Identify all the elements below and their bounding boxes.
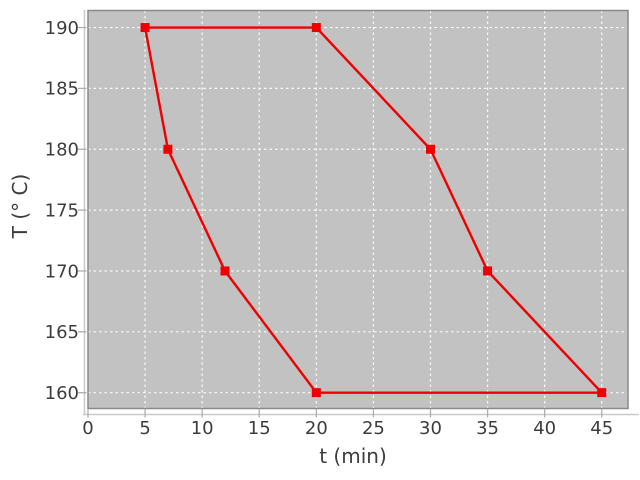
x-tick-label: 25 [362, 418, 385, 439]
data-point-marker [425, 144, 435, 154]
x-tick-label: 30 [419, 418, 442, 439]
x-axis-title: t (min) [319, 444, 387, 468]
y-tick-label: 160 [45, 383, 79, 404]
y-tick-label: 180 [45, 140, 79, 161]
plot-layer: 0 5 10 15 20 25 30 35 40 45 160 165 170 175 180 185 190 [45, 9, 639, 439]
data-point-marker [597, 388, 607, 398]
y-tick-label: 185 [45, 79, 79, 100]
y-axis-title: T (° C) [8, 174, 32, 240]
y-tick-label: 165 [45, 322, 79, 343]
x-tick-label: 0 [82, 418, 93, 439]
data-point-marker [483, 266, 493, 276]
x-tick-label: 45 [590, 418, 613, 439]
x-tick-label: 35 [476, 418, 499, 439]
y-tick-label: 170 [45, 261, 79, 282]
x-tick-label: 5 [139, 418, 150, 439]
data-point-marker [163, 144, 173, 154]
data-point-marker [311, 388, 321, 398]
data-point-marker [140, 23, 150, 33]
data-point-marker [311, 23, 321, 33]
y-tick-label: 175 [45, 200, 79, 221]
plot-background [88, 10, 628, 409]
x-tick-label: 15 [248, 418, 271, 439]
x-tick-label: 10 [191, 418, 214, 439]
x-tick-label: 40 [533, 418, 556, 439]
plot-border [87, 9, 629, 410]
y-tick-label: 190 [45, 18, 79, 39]
x-tick-label: 20 [305, 418, 328, 439]
data-point-marker [220, 266, 230, 276]
